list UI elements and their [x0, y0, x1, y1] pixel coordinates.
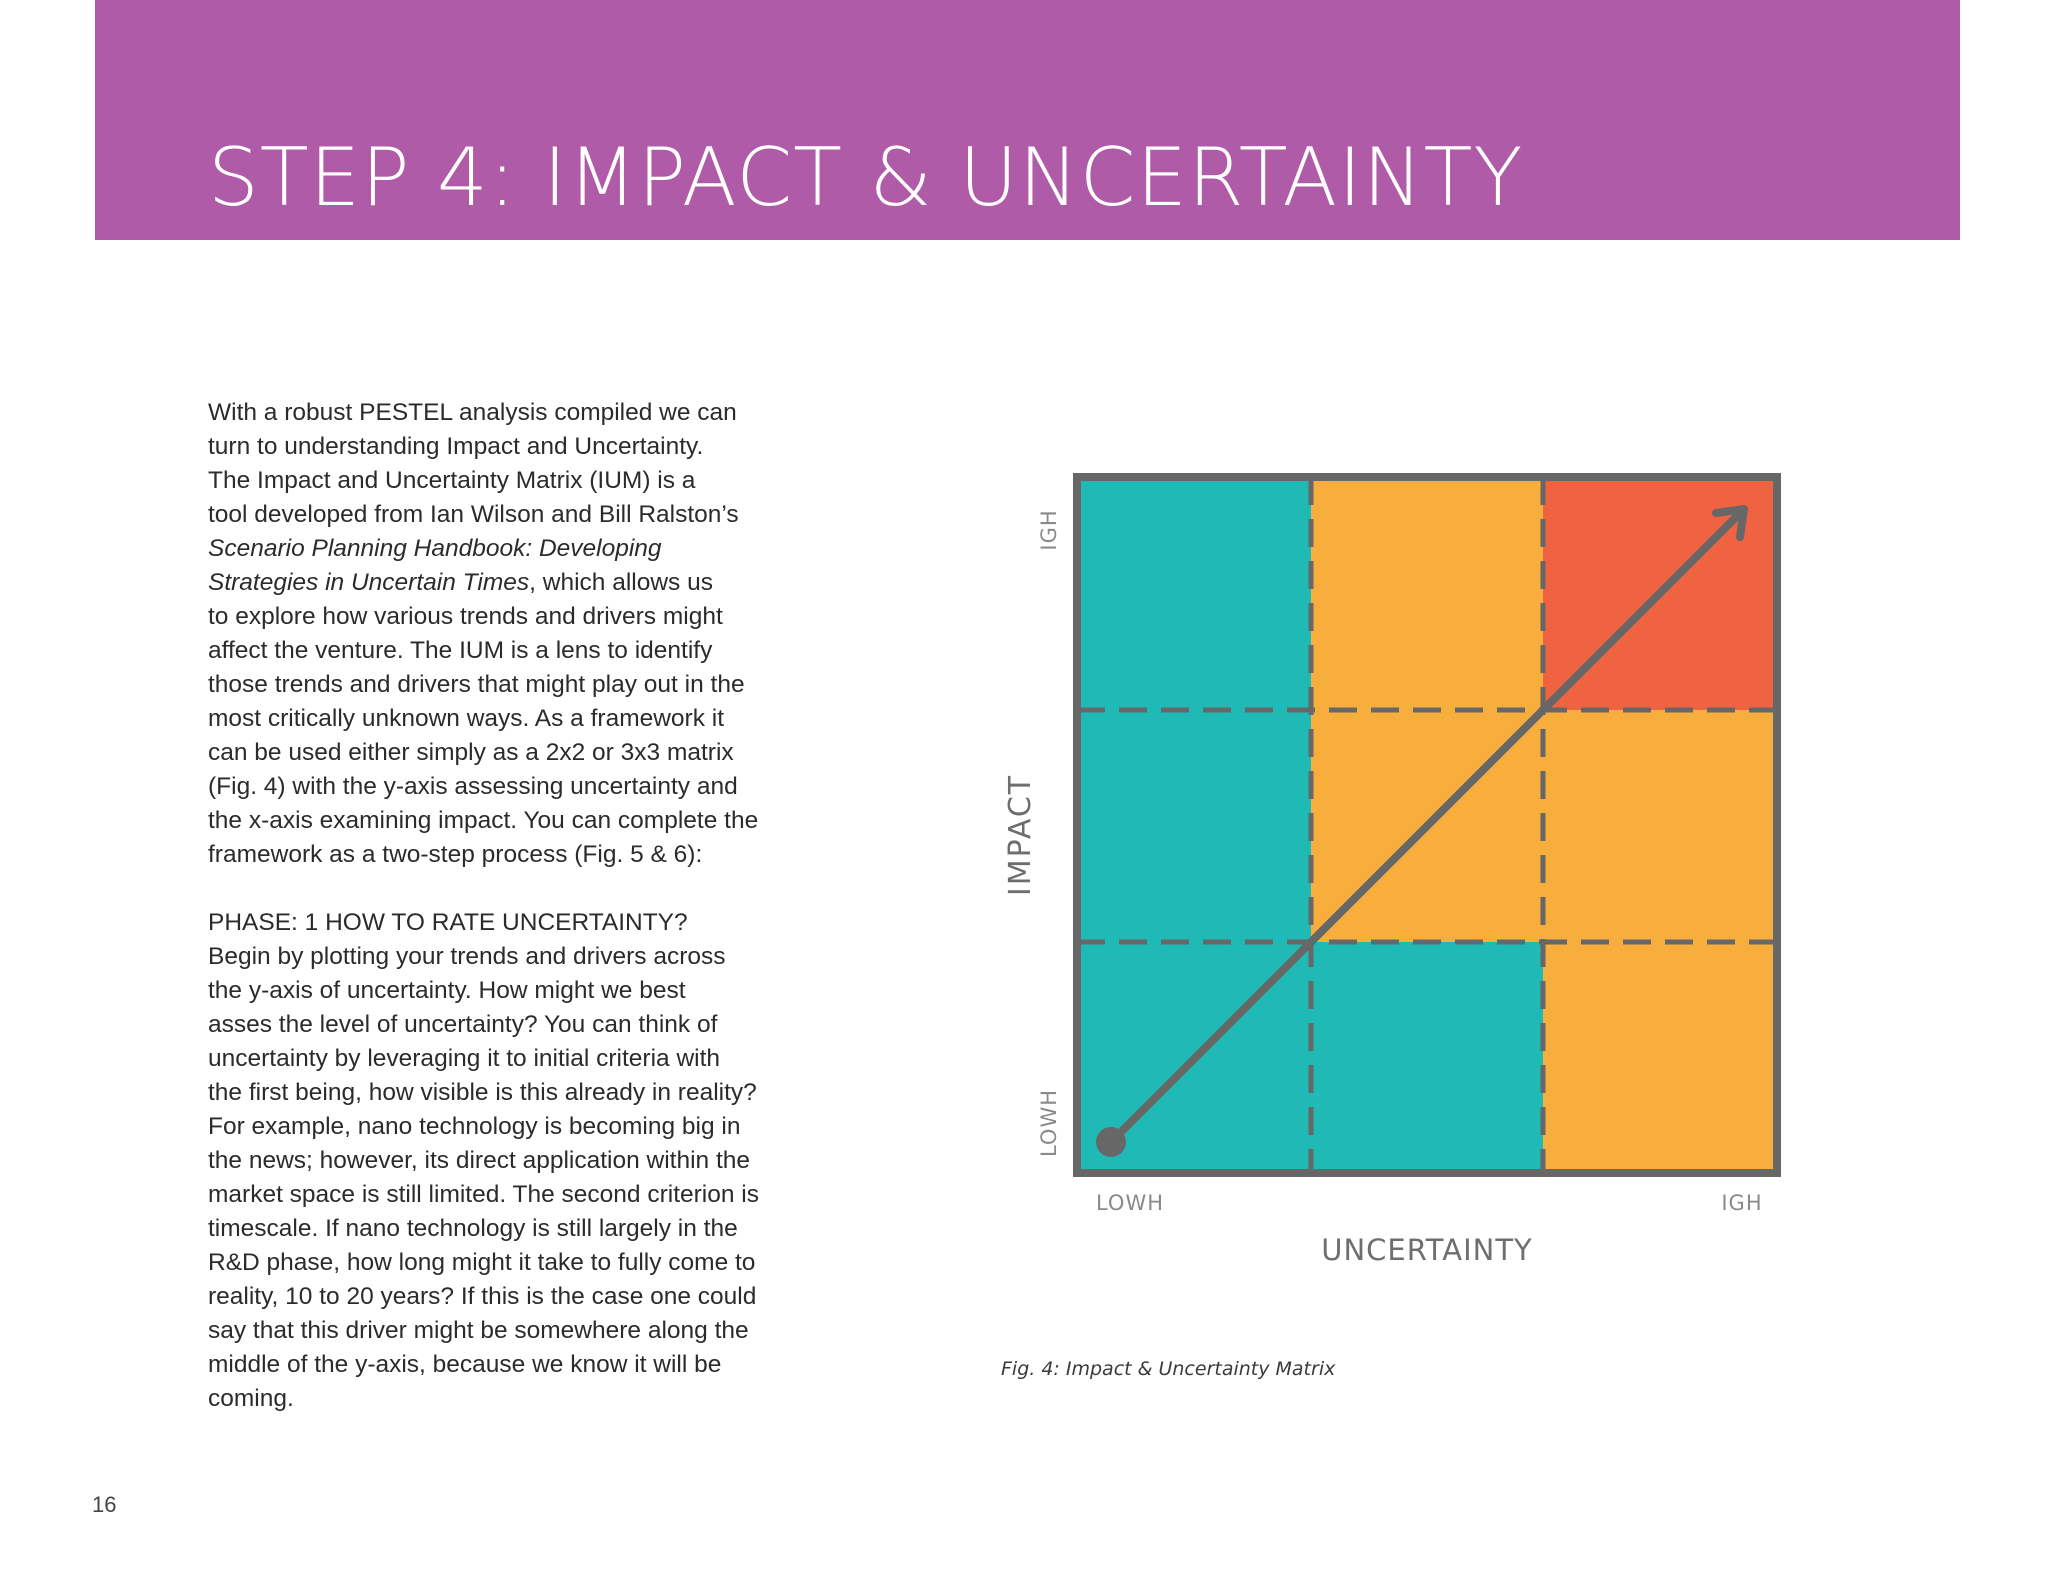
text-line: (Fig. 4) with the y-axis assessing uncer…	[208, 773, 738, 800]
text-line: With a robust PESTEL analysis compiled w…	[208, 399, 737, 426]
text-line: affect the venture. The IUM is a lens to…	[208, 637, 713, 664]
page-number: 16	[92, 1492, 117, 1517]
text-line: most critically unknown ways. As a frame…	[208, 705, 725, 732]
text-line: middle of the y-axis, because we know it…	[208, 1351, 722, 1378]
text-line: framework as a two-step process (Fig. 5 …	[208, 841, 703, 868]
text-line: turn to understanding Impact and Uncerta…	[208, 433, 704, 460]
text-line: Scenario Planning Handbook: Developing	[208, 532, 828, 566]
matrix-cell-r2-c3	[1543, 710, 1777, 942]
text-line: asses the level of uncertainty? You can …	[208, 1011, 718, 1038]
matrix-cell-r1-c2	[1311, 477, 1543, 710]
text-line: those trends and drivers that might play…	[208, 671, 745, 698]
arrow-origin-dot	[1096, 1127, 1126, 1157]
matrix-cell-r3-c2	[1311, 942, 1543, 1173]
text-line: market space is still limited. The secon…	[208, 1181, 759, 1208]
text-line: the x-axis examining impact. You can com…	[208, 807, 759, 834]
x-high-label: IGH	[1721, 1191, 1762, 1215]
x-axis-label: UNCERTAINTY	[1321, 1233, 1533, 1267]
phase-paragraph: PHASE: 1 HOW TO RATE UNCERTAINTY? Begin …	[208, 906, 828, 1416]
arrow-head	[1712, 505, 1748, 541]
y-low-label: LOWH	[1037, 1089, 1061, 1157]
text-line: say that this driver might be somewhere …	[208, 1317, 749, 1344]
arrow-shaft	[1107, 507, 1746, 1146]
header-band: STEP 4: IMPACT & UNCERTAINTY	[95, 0, 1960, 240]
text-line: timescale. If nano technology is still l…	[208, 1215, 738, 1242]
book-title-part-1: Scenario Planning Handbook: Developing	[208, 535, 662, 562]
text-line: tool developed from Ian Wilson and Bill …	[208, 501, 739, 528]
text-line: coming.	[208, 1385, 294, 1412]
text-line: the first being, how visible is this alr…	[208, 1079, 757, 1106]
matrix-cell-r3-c3	[1543, 942, 1777, 1173]
text-line: reality, 10 to 20 years? If this is the …	[208, 1283, 757, 1310]
page-title: STEP 4: IMPACT & UNCERTAINTY	[208, 131, 1524, 224]
body-text: With a robust PESTEL analysis compiled w…	[208, 396, 828, 1416]
text-line: uncertainty by leveraging it to initial …	[208, 1045, 721, 1072]
y-axis-label: IMPACT	[1003, 774, 1038, 896]
x-low-label: LOWH	[1096, 1191, 1164, 1215]
matrix-grid-lines	[1077, 477, 1777, 1173]
trend-arrow	[1107, 505, 1748, 1146]
text-line: Begin by plotting your trends and driver…	[208, 943, 726, 970]
y-high-label: IGH	[1037, 509, 1061, 550]
matrix-frame	[1073, 473, 1781, 1177]
text-line: R&D phase, how long might it take to ful…	[208, 1249, 756, 1276]
text-line: can be used either simply as a 2x2 or 3x…	[208, 739, 734, 766]
impact-uncertainty-matrix: IGH IMPACT LOWH LOWH IGH UNCERTAINTY	[990, 460, 1790, 1300]
text-line: the y-axis of uncertainty. How might we …	[208, 977, 686, 1004]
text-line: For example, nano technology is becoming…	[208, 1113, 741, 1140]
paragraph-gap	[208, 872, 828, 906]
figure-caption: Fig. 4: Impact & Uncertainty Matrix	[1001, 1358, 1336, 1380]
text-line: the news; however, its direct applicatio…	[208, 1147, 751, 1174]
matrix-cell-r2-c1	[1077, 710, 1311, 942]
matrix-graphic: IGH IMPACT LOWH LOWH IGH UNCERTAINTY	[1003, 473, 1781, 1267]
text-line: Strategies in Uncertain Times, which all…	[208, 566, 828, 600]
phase-heading: PHASE: 1 HOW TO RATE UNCERTAINTY?	[208, 909, 688, 936]
book-title-part-2: Strategies in Uncertain Times	[208, 569, 530, 596]
text-line: The Impact and Uncertainty Matrix (IUM) …	[208, 467, 696, 494]
text-fragment: , which allows us	[529, 569, 713, 596]
text-line: to explore how various trends and driver…	[208, 603, 723, 630]
matrix-cell-r1-c1	[1077, 477, 1311, 710]
intro-paragraph: With a robust PESTEL analysis compiled w…	[208, 396, 828, 872]
